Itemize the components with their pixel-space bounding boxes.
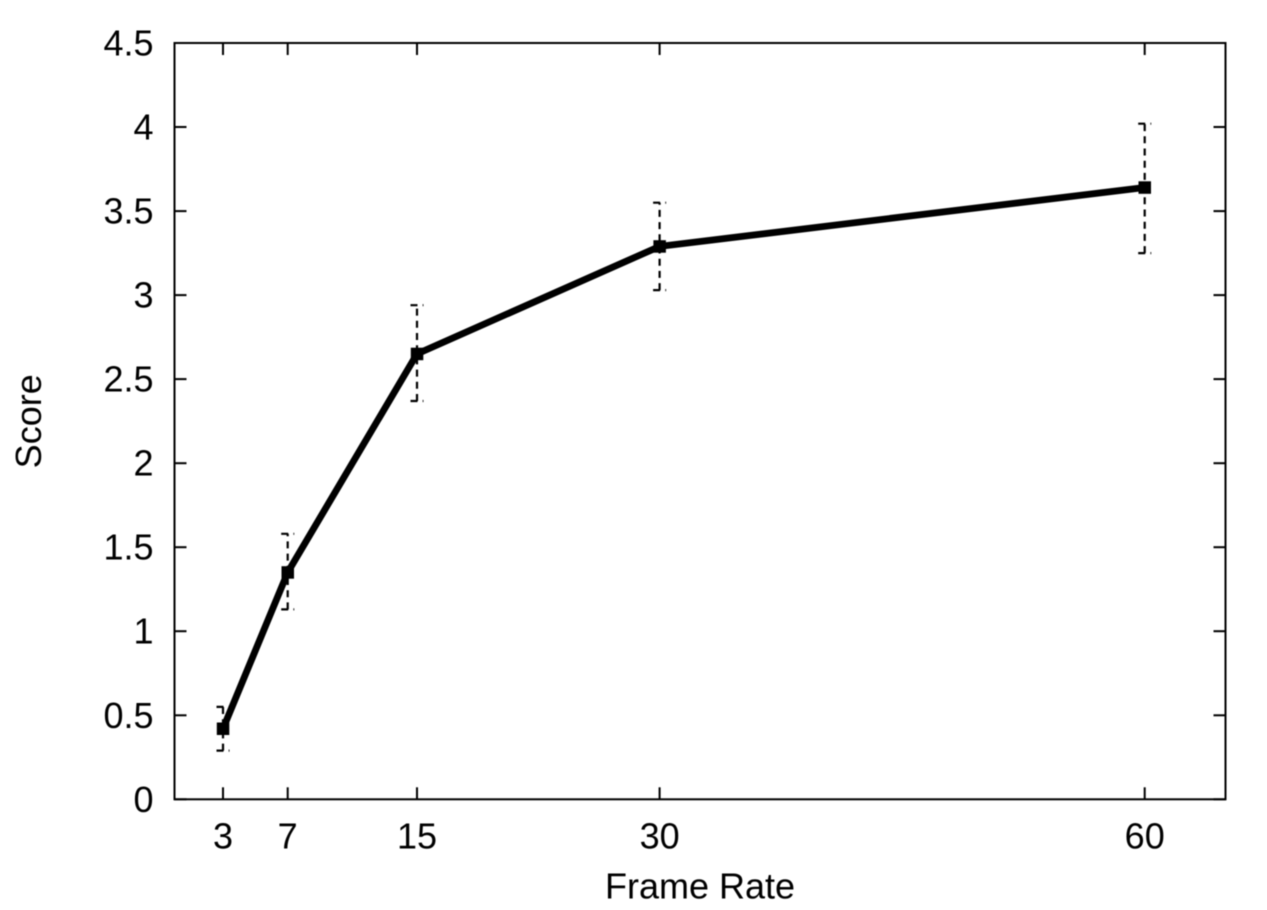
- svg-text:1: 1: [133, 611, 153, 652]
- svg-text:3: 3: [133, 275, 153, 316]
- svg-text:60: 60: [1125, 816, 1165, 857]
- svg-text:1.5: 1.5: [103, 527, 153, 568]
- svg-text:3: 3: [213, 816, 233, 857]
- svg-text:3.5: 3.5: [103, 191, 153, 232]
- svg-text:2: 2: [133, 443, 153, 484]
- svg-text:2.5: 2.5: [103, 359, 153, 400]
- svg-text:15: 15: [397, 816, 437, 857]
- svg-text:7: 7: [278, 816, 298, 857]
- svg-text:Frame Rate: Frame Rate: [605, 865, 795, 906]
- svg-text:4.5: 4.5: [103, 23, 153, 64]
- svg-text:0: 0: [133, 779, 153, 820]
- svg-text:30: 30: [640, 816, 680, 857]
- svg-text:Score: Score: [8, 374, 49, 468]
- svg-text:0.5: 0.5: [103, 695, 153, 736]
- svg-text:4: 4: [133, 107, 153, 148]
